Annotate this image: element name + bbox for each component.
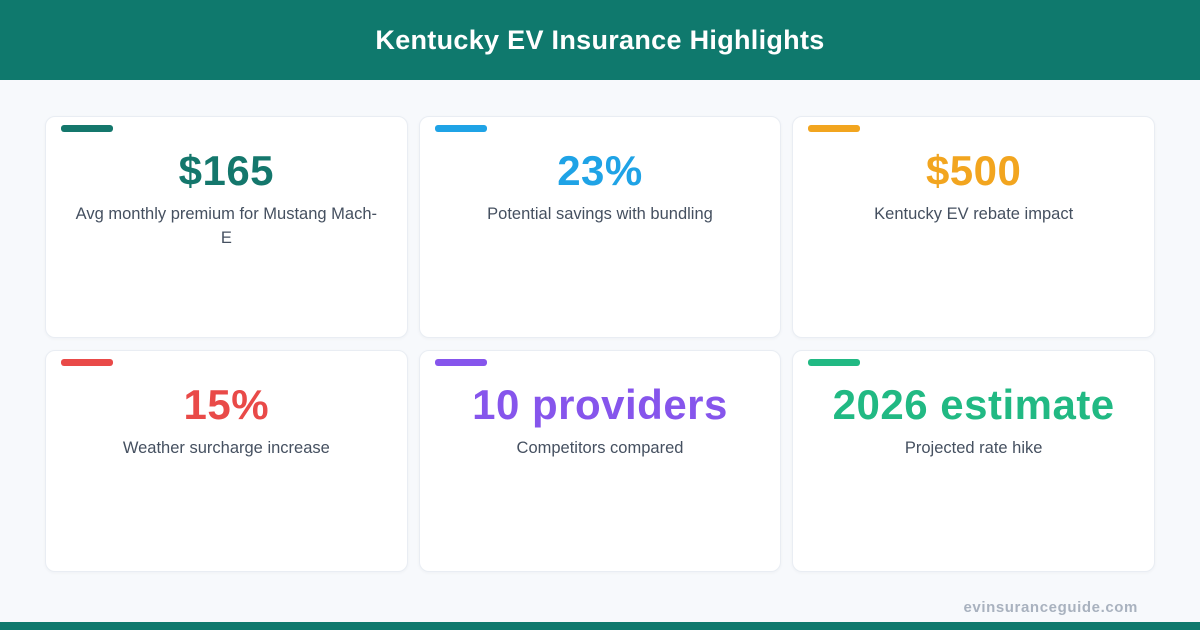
stat-value: 15% (183, 381, 270, 428)
card-accent-bar (808, 359, 861, 366)
stat-label: Potential savings with bundling (487, 205, 713, 224)
stat-card-avg-premium: $165 Avg monthly premium for Mustang Mac… (45, 116, 408, 338)
card-accent-bar (61, 125, 113, 132)
stat-label: Competitors compared (516, 439, 684, 458)
stat-value: 10 providers (472, 381, 728, 428)
stat-value: $500 (925, 147, 1022, 194)
card-accent-bar (808, 125, 861, 132)
stat-value: 2026 estimate (832, 381, 1115, 428)
page-title: Kentucky EV Insurance Highlights (375, 24, 825, 55)
stat-card-rate-hike-estimate: 2026 estimate Projected rate hike (792, 350, 1155, 572)
stat-value: 23% (557, 147, 643, 194)
stat-card-ev-rebate: $500 Kentucky EV rebate impact (792, 116, 1155, 338)
stat-card-providers-compared: 10 providers Competitors compared (418, 350, 782, 572)
bottom-accent-bar (0, 622, 1200, 630)
stat-label: Kentucky EV rebate impact (874, 205, 1074, 224)
website-credit: evinsuranceguide.com (963, 599, 1138, 616)
card-accent-bar (434, 359, 487, 366)
header-banner: Kentucky EV Insurance Highlights (0, 0, 1200, 80)
stat-card-grid: $165 Avg monthly premium for Mustang Mac… (0, 80, 1200, 572)
card-accent-bar (434, 125, 487, 132)
stat-card-weather-surcharge: 15% Weather surcharge increase (45, 350, 408, 572)
stat-label: Avg monthly premium for Mustang Mach-E (75, 205, 378, 248)
stat-value: $165 (178, 147, 275, 194)
stat-card-bundling-savings: 23% Potential savings with bundling (418, 116, 782, 338)
stat-label: Weather surcharge increase (122, 439, 330, 458)
card-accent-bar (61, 359, 113, 366)
stat-label: Projected rate hike (904, 439, 1043, 458)
